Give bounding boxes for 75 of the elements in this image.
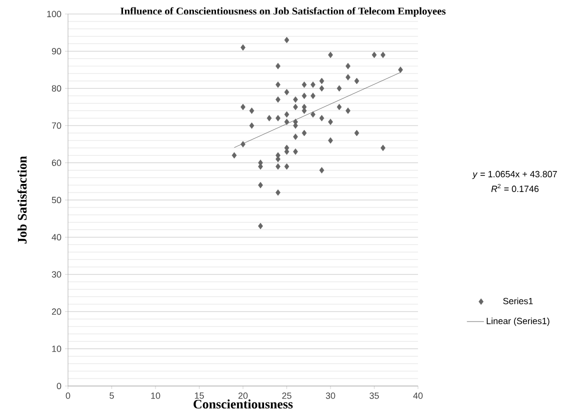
- point: [310, 111, 316, 118]
- point: [328, 137, 333, 144]
- x-tick-label: 20: [238, 392, 248, 399]
- point: [310, 92, 316, 100]
- point: [284, 36, 290, 44]
- y-tick-label: 10: [52, 346, 62, 352]
- point: [232, 152, 237, 159]
- x-tick-label: 30: [326, 392, 336, 399]
- y-axis-title: Job Satisfaction: [17, 156, 27, 244]
- x-tick-label: 40: [413, 392, 423, 399]
- y-tick-label: 40: [52, 234, 62, 240]
- point: [293, 148, 298, 155]
- y-tick-label: 30: [52, 271, 62, 278]
- point: [284, 163, 290, 170]
- text: y = 1.0654x + 43.807: [472, 170, 557, 180]
- x-tick-label: 25: [282, 392, 292, 399]
- point: [328, 118, 333, 126]
- point: [293, 104, 298, 110]
- point: [293, 96, 298, 103]
- y-tick-label: 90: [52, 48, 62, 54]
- x-tick-label: 35: [370, 392, 379, 399]
- point: [310, 81, 316, 88]
- point: [372, 52, 377, 58]
- point: [284, 118, 290, 126]
- x-tick-label: 15: [194, 392, 204, 399]
- y-tick-label: 80: [52, 85, 62, 92]
- point: [336, 104, 342, 110]
- point: [266, 114, 272, 122]
- y-tick-label: 60: [52, 160, 62, 166]
- point: [380, 144, 386, 152]
- x-axis-title: Conscientiousness: [194, 399, 293, 409]
- point: [276, 62, 280, 70]
- point: [276, 189, 280, 196]
- point: [319, 114, 324, 122]
- text: R$^{2}$ = 0.1746: [491, 184, 539, 192]
- point: [354, 130, 360, 136]
- point: [276, 96, 280, 103]
- x-tick-label: 0: [66, 392, 70, 399]
- point: [276, 81, 280, 88]
- point: [346, 62, 350, 70]
- point: [319, 167, 324, 174]
- point: [319, 78, 324, 84]
- y-tick-label: 20: [52, 308, 62, 315]
- chart-title: Influence of Conscientiousness on Job Satisfaction of Telecom Employees: [120, 7, 446, 17]
- legend-label: Linear (Series1): [486, 318, 550, 326]
- point: [398, 66, 403, 73]
- point: [258, 182, 263, 188]
- point: [284, 111, 290, 118]
- x-tick-label: 10: [151, 392, 160, 399]
- point: [249, 108, 254, 114]
- y-tick-label: 100: [47, 10, 62, 18]
- point: [354, 78, 360, 84]
- point: [302, 130, 307, 136]
- y-tick-label: 50: [52, 196, 62, 204]
- point: [284, 88, 290, 96]
- point: [302, 81, 307, 88]
- point: [380, 52, 386, 58]
- point: [319, 85, 324, 92]
- point: [328, 52, 333, 58]
- x-tick-label: 5: [110, 392, 114, 399]
- point: [249, 122, 254, 129]
- y-tick-label: 70: [52, 122, 62, 129]
- point: [346, 74, 350, 80]
- point: [240, 104, 246, 110]
- point: [258, 222, 263, 230]
- point: [276, 163, 280, 170]
- point: [336, 85, 342, 92]
- legend-label: Series1: [503, 298, 533, 304]
- point: [293, 134, 298, 140]
- point: [346, 108, 350, 114]
- y-tick-label: 0: [56, 382, 62, 390]
- point: [240, 44, 246, 51]
- point: [302, 92, 307, 100]
- point: [276, 114, 280, 122]
- point: [240, 141, 246, 148]
